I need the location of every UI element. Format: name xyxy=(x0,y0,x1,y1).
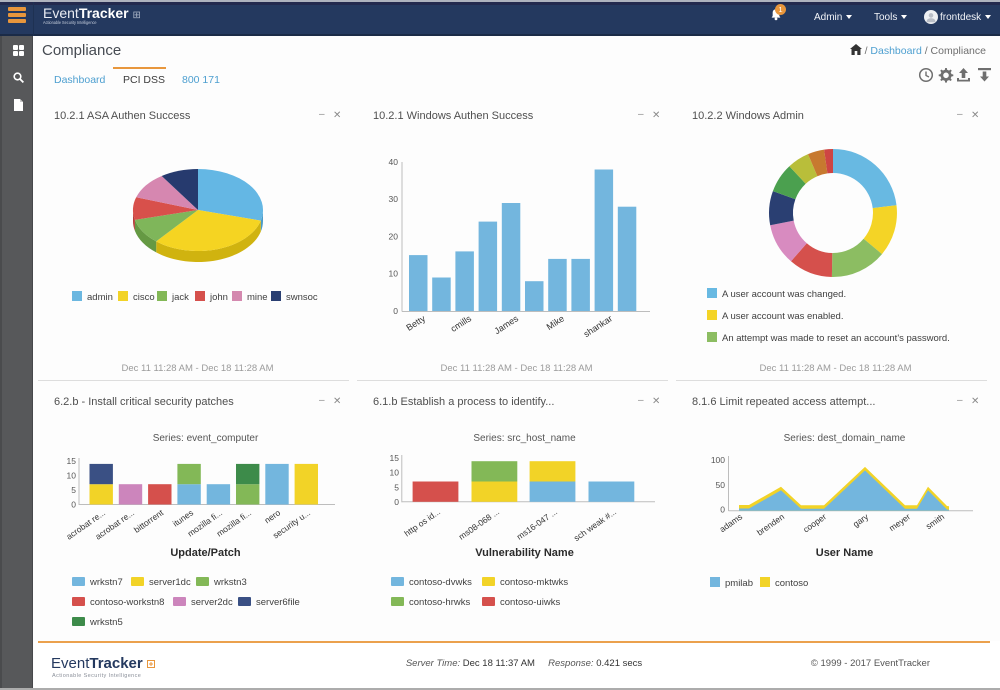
svg-text:0: 0 xyxy=(394,497,399,507)
svg-text:Betty: Betty xyxy=(404,313,427,333)
svg-text:shankar: shankar xyxy=(582,313,614,339)
svg-text:10: 10 xyxy=(390,468,400,478)
svg-text:cooper: cooper xyxy=(801,511,828,534)
svg-text:20: 20 xyxy=(389,232,399,242)
svg-text:50: 50 xyxy=(716,480,726,490)
svg-text:smith: smith xyxy=(924,511,947,531)
svg-text:30: 30 xyxy=(389,194,399,204)
svg-text:40: 40 xyxy=(389,157,399,167)
svg-text:5: 5 xyxy=(394,482,399,492)
svg-text:100: 100 xyxy=(711,455,725,465)
svg-text:James: James xyxy=(492,313,520,336)
svg-text:Mike: Mike xyxy=(545,313,566,332)
svg-text:brenden: brenden xyxy=(755,511,787,537)
svg-text:0: 0 xyxy=(393,306,398,316)
svg-text:gary: gary xyxy=(851,511,871,529)
svg-text:15: 15 xyxy=(67,456,77,466)
svg-text:bittorrent: bittorrent xyxy=(132,507,166,535)
svg-text:0: 0 xyxy=(720,504,725,514)
svg-text:http os id...: http os id... xyxy=(402,506,442,538)
svg-text:10: 10 xyxy=(389,269,399,279)
svg-text:adams: adams xyxy=(718,511,745,534)
svg-text:0: 0 xyxy=(71,500,76,510)
svg-text:meyer: meyer xyxy=(887,511,912,533)
svg-text:15: 15 xyxy=(390,453,400,463)
svg-text:10: 10 xyxy=(67,471,77,481)
svg-text:ms08-068 ...: ms08-068 ... xyxy=(457,506,501,541)
svg-text:5: 5 xyxy=(71,485,76,495)
svg-text:cmills: cmills xyxy=(449,313,474,334)
svg-text:nero: nero xyxy=(262,507,282,525)
svg-text:sch weak #...: sch weak #... xyxy=(572,506,618,543)
svg-text:ms16-047 ...: ms16-047 ... xyxy=(515,506,559,541)
